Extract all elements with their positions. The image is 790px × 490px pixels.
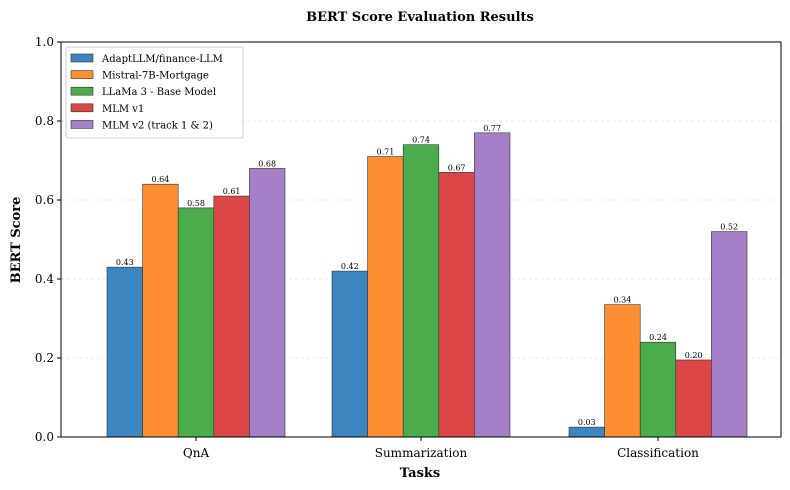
bar-value-label: 0.61 (223, 187, 241, 196)
legend-swatch (70, 86, 94, 96)
bar (438, 172, 475, 438)
bar-value-label: 0.71 (376, 148, 394, 157)
y-tick-label: 0.0 (35, 430, 54, 444)
bars (106, 132, 748, 438)
bar-value-label: 0.03 (578, 418, 596, 427)
bar (711, 231, 748, 438)
y-tick-label: 0.2 (35, 351, 54, 365)
y-axis-label: BERT Score (9, 197, 24, 284)
x-tick-label: Summarization (375, 446, 468, 460)
bar-value-label: 0.64 (151, 175, 169, 184)
bar (474, 132, 511, 438)
bar-value-label: 0.42 (341, 262, 359, 271)
legend-swatch (70, 53, 94, 63)
bar-value-label: 0.24 (649, 333, 667, 342)
bar (142, 183, 179, 438)
y-tick-label: 0.6 (35, 193, 54, 207)
bar (402, 144, 440, 438)
bar (213, 195, 250, 438)
bar (367, 156, 404, 438)
bar-value-label: 0.20 (685, 351, 703, 360)
bar (639, 341, 677, 438)
bar-value-label: 0.43 (116, 258, 134, 267)
bar-value-label: 0.67 (448, 163, 466, 172)
bar (177, 207, 215, 438)
legend-swatch (70, 103, 94, 113)
chart-title: BERT Score Evaluation Results (306, 10, 534, 25)
bar (568, 426, 605, 438)
x-axis-ticks: QnA Summarization Classification (183, 437, 699, 460)
bar (249, 168, 286, 438)
bar-value-label: 0.68 (258, 159, 276, 168)
bar-value-label: 0.74 (412, 136, 430, 145)
y-axis-ticks: 0.0 0.2 0.4 0.6 0.8 1.0 (35, 35, 61, 444)
legend-box (65, 46, 244, 139)
x-tick-label: Classification (617, 446, 699, 460)
y-tick-label: 0.8 (35, 114, 54, 128)
x-tick-label: QnA (183, 446, 210, 460)
bar-value-label: 0.58 (187, 199, 205, 208)
bar-value-label: 0.34 (613, 296, 631, 305)
bar (675, 359, 712, 438)
legend-label: MLM v2 (track 1 & 2) (102, 120, 213, 131)
bar-value-label: 0.52 (720, 223, 738, 232)
legend-swatch (70, 70, 94, 79)
bar (604, 304, 641, 438)
bar-value-label: 0.77 (483, 124, 501, 133)
x-axis-label: Tasks (400, 466, 441, 481)
legend-label: Mistral-7B-Mortgage (102, 71, 209, 82)
legend-label: AdaptLLM/finance-LLM (101, 54, 223, 65)
bar-value-labels: 0.43 0.64 0.58 0.61 0.68 0.42 0.71 0.74 0.67 0.77… (116, 124, 738, 427)
legend-label: LLaMa 3 - Base Model (102, 87, 216, 98)
legend-label: MLM v1 (102, 104, 144, 115)
bar (106, 266, 143, 438)
bar (331, 270, 368, 438)
y-tick-label: 0.4 (35, 272, 54, 286)
y-tick-label: 1.0 (35, 35, 54, 49)
legend: AdaptLLM/finance-LLM Mistral-7B-Mortgage L… (65, 46, 244, 139)
legend-swatch (70, 120, 94, 129)
